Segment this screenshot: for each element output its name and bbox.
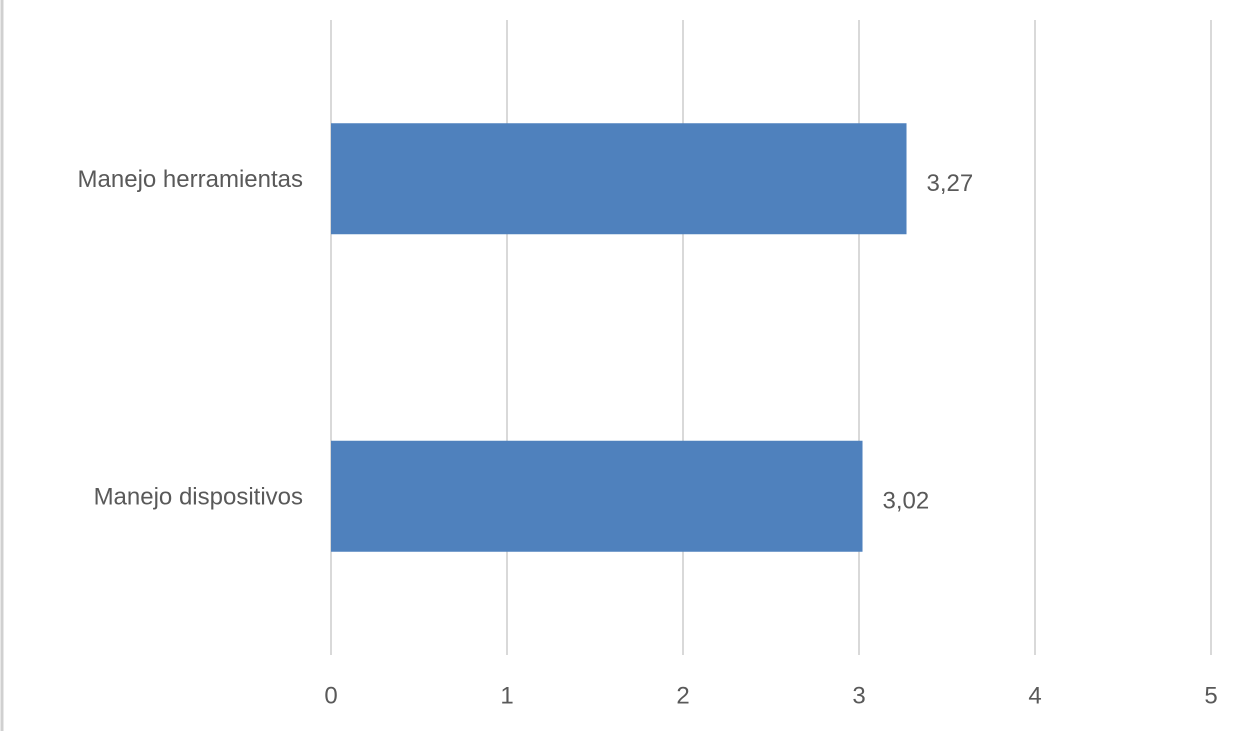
value-label: 3,27 (927, 170, 974, 197)
bar (331, 440, 863, 552)
x-tick-label: 3 (852, 682, 865, 709)
y-tick-label: Manejo herramientas (78, 166, 303, 193)
x-tick-label: 5 (1204, 682, 1217, 709)
x-tick-label: 0 (324, 682, 337, 709)
x-tick-label: 4 (1028, 682, 1041, 709)
x-tick-label: 1 (500, 682, 513, 709)
x-tick-label: 2 (676, 682, 689, 709)
y-tick-label: Manejo dispositivos (94, 484, 303, 511)
bar (331, 123, 907, 235)
value-label: 3,02 (883, 488, 930, 515)
